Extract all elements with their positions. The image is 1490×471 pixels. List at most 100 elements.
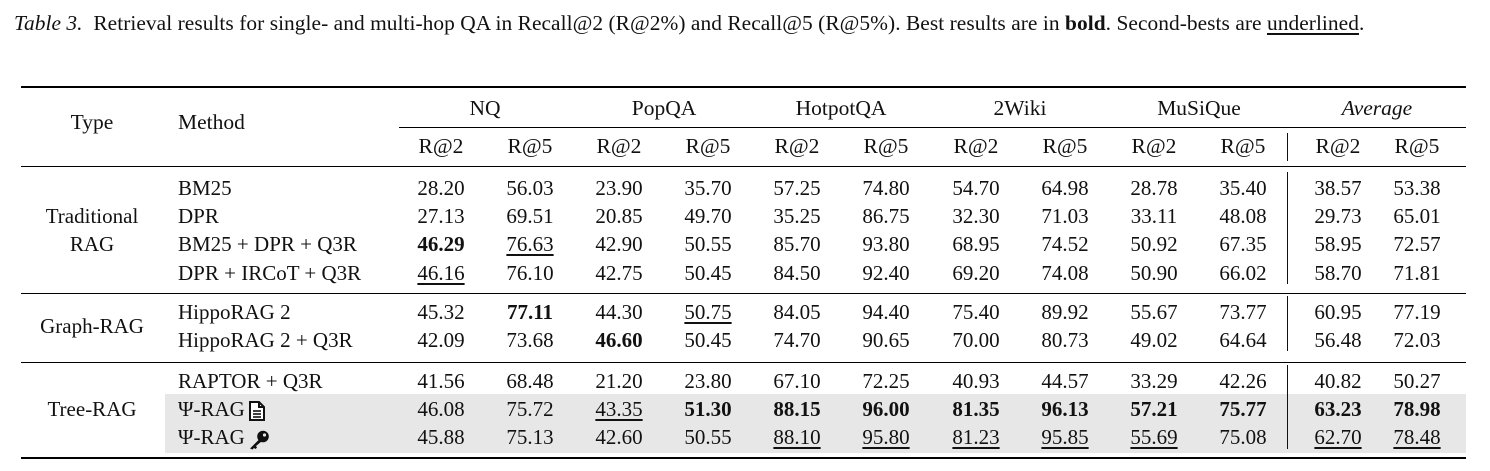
value-text: 27.13 bbox=[417, 204, 465, 229]
value-text: 96.00 bbox=[862, 397, 910, 422]
value-cell: 76.10 bbox=[491, 259, 569, 287]
value-text: 93.80 bbox=[862, 232, 910, 257]
value-cell: 50.45 bbox=[669, 259, 747, 287]
value-cell: 33.11 bbox=[1115, 202, 1193, 230]
value-cell: 56.48 bbox=[1299, 326, 1377, 354]
value-text: 73.68 bbox=[506, 328, 554, 353]
value-text: 74.08 bbox=[1041, 260, 1089, 285]
value-cell: 64.64 bbox=[1204, 326, 1282, 354]
value-text: 73.77 bbox=[1219, 300, 1267, 324]
value-cell: 95.85 bbox=[1026, 423, 1104, 451]
value-cell: 27.13 bbox=[402, 202, 480, 230]
value-cell: 62.70 bbox=[1299, 423, 1377, 451]
value-cell: 88.15 bbox=[758, 395, 836, 423]
value-cell: 75.13 bbox=[491, 423, 569, 451]
value-cell: 81.35 bbox=[937, 395, 1015, 423]
value-cell: 55.69 bbox=[1115, 423, 1193, 451]
method-name: RAPTOR + Q3R bbox=[178, 369, 323, 393]
value-cell: 46.08 bbox=[402, 395, 480, 423]
bottom-rule bbox=[21, 457, 1466, 460]
caption-text-2: . Second-bests are bbox=[1105, 11, 1267, 35]
value-text: 42.26 bbox=[1219, 369, 1267, 393]
value-text: 84.50 bbox=[773, 260, 821, 285]
method-name: DPR + IRCoT + Q3R bbox=[178, 260, 362, 285]
value-text: 46.29 bbox=[417, 232, 465, 257]
value-cell: 21.20 bbox=[580, 367, 658, 395]
value-text: 33.11 bbox=[1130, 204, 1178, 229]
value-text: 42.09 bbox=[417, 328, 465, 353]
value-cell: 58.95 bbox=[1299, 230, 1377, 258]
value-text: 50.45 bbox=[684, 260, 732, 285]
value-text: 88.10 bbox=[773, 425, 821, 450]
value-cell: 50.90 bbox=[1115, 259, 1193, 287]
value-cell: 40.82 bbox=[1299, 367, 1377, 395]
value-cell: 67.35 bbox=[1204, 230, 1282, 258]
dataset-header-hotpotqa: HotpotQA bbox=[795, 96, 887, 120]
value-cell: 74.70 bbox=[758, 326, 836, 354]
value-cell: 85.70 bbox=[758, 230, 836, 258]
dataset-header-nq: NQ bbox=[469, 96, 501, 120]
key-icon bbox=[249, 430, 269, 450]
method-name: BM25 bbox=[178, 176, 232, 200]
type-label: Traditional bbox=[45, 204, 139, 229]
value-text: 20.85 bbox=[595, 204, 643, 229]
value-text: 74.70 bbox=[773, 328, 821, 353]
value-text: 46.16 bbox=[417, 260, 465, 285]
value-text: 45.88 bbox=[417, 425, 465, 450]
value-cell: 75.40 bbox=[937, 298, 1015, 326]
value-text: 50.45 bbox=[684, 328, 732, 353]
value-cell: 28.78 bbox=[1115, 174, 1193, 202]
value-cell: 71.03 bbox=[1026, 202, 1104, 230]
value-text: 68.48 bbox=[506, 369, 554, 393]
value-cell: 38.57 bbox=[1299, 174, 1377, 202]
value-text: 35.40 bbox=[1219, 176, 1267, 200]
value-text: 95.85 bbox=[1041, 425, 1089, 450]
value-text: 42.60 bbox=[595, 425, 643, 450]
average-header: Average bbox=[1341, 96, 1413, 120]
value-cell: 92.40 bbox=[847, 259, 925, 287]
value-cell: 60.95 bbox=[1299, 298, 1377, 326]
value-text: 76.10 bbox=[506, 260, 554, 285]
value-text: 96.13 bbox=[1041, 397, 1089, 422]
top-rule bbox=[21, 86, 1466, 89]
average-separator bbox=[1287, 365, 1289, 449]
value-text: 28.78 bbox=[1130, 176, 1178, 200]
metric-header: R@5 bbox=[1394, 134, 1440, 158]
caption-text-1: Retrieval results for single- and multi-… bbox=[93, 11, 1066, 35]
value-text: 58.70 bbox=[1314, 260, 1362, 285]
value-cell: 41.56 bbox=[402, 367, 480, 395]
type-header: Type bbox=[70, 110, 114, 134]
value-text: 42.90 bbox=[595, 232, 643, 257]
metric-header: R@2 bbox=[953, 134, 999, 158]
value-text: 74.52 bbox=[1041, 232, 1089, 257]
value-text: 81.35 bbox=[952, 397, 1000, 422]
method-header: Method bbox=[178, 110, 245, 134]
value-text: 62.70 bbox=[1314, 425, 1362, 450]
value-text: 49.02 bbox=[1130, 328, 1178, 353]
value-cell: 50.55 bbox=[669, 423, 747, 451]
value-text: 54.70 bbox=[952, 176, 1000, 200]
value-text: 42.75 bbox=[595, 260, 643, 285]
metric-header: R@2 bbox=[774, 134, 820, 158]
value-cell: 89.92 bbox=[1026, 298, 1104, 326]
document-icon bbox=[248, 401, 265, 422]
value-text: 45.32 bbox=[417, 300, 465, 324]
value-text: 50.92 bbox=[1130, 232, 1178, 257]
average-separator bbox=[1287, 172, 1289, 284]
value-cell: 80.73 bbox=[1026, 326, 1104, 354]
value-text: 95.80 bbox=[862, 425, 910, 450]
type-label: Tree-RAG bbox=[47, 397, 137, 422]
method-name: BM25 + DPR + Q3R bbox=[178, 232, 357, 257]
value-cell: 77.19 bbox=[1378, 298, 1456, 326]
value-cell: 43.35 bbox=[580, 395, 658, 423]
value-text: 75.08 bbox=[1219, 425, 1267, 450]
value-cell: 57.25 bbox=[758, 174, 836, 202]
value-text: 41.56 bbox=[417, 369, 465, 393]
value-text: 48.08 bbox=[1219, 204, 1267, 229]
header-bottom-rule bbox=[21, 166, 1466, 168]
value-cell: 73.68 bbox=[491, 326, 569, 354]
value-cell: 96.13 bbox=[1026, 395, 1104, 423]
value-text: 72.25 bbox=[862, 369, 910, 393]
value-cell: 71.81 bbox=[1378, 259, 1456, 287]
value-cell: 70.00 bbox=[937, 326, 1015, 354]
